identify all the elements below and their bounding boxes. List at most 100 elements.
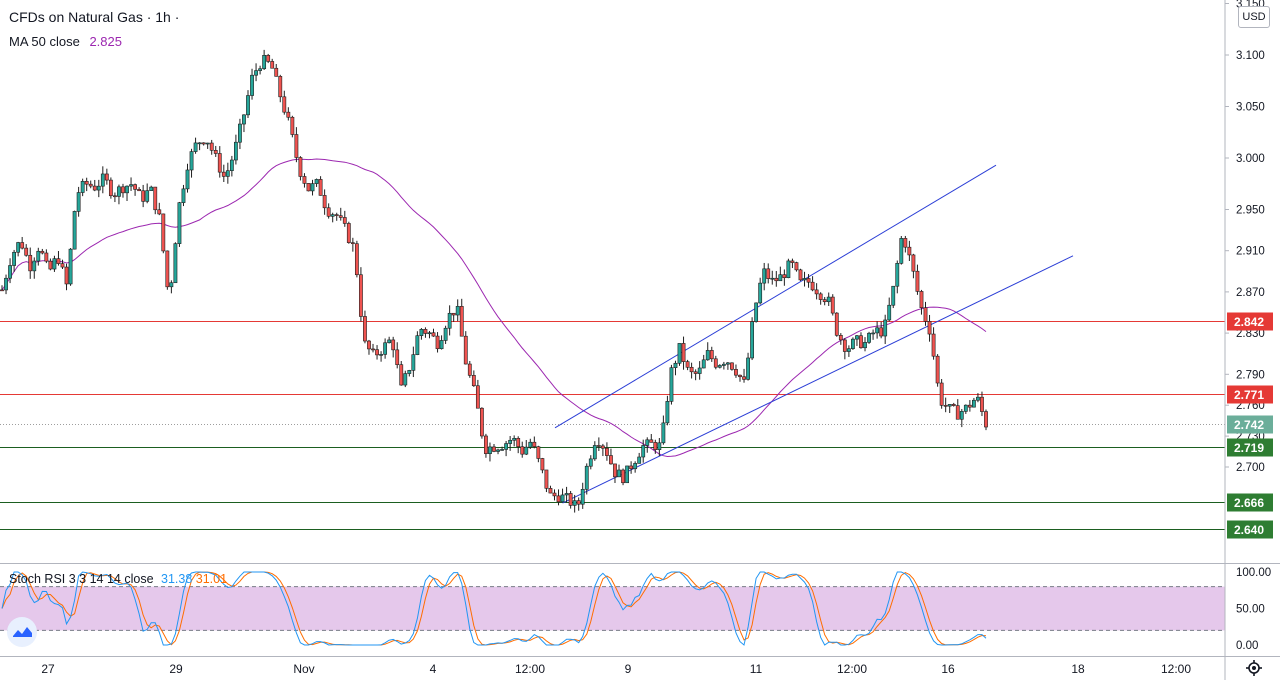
- candle-body: [822, 299, 827, 303]
- candle-body: [887, 304, 892, 321]
- candle-body: [500, 449, 504, 451]
- candle: [580, 482, 585, 509]
- candle: [471, 370, 476, 387]
- candle: [40, 248, 45, 255]
- candle-body: [290, 116, 295, 135]
- candle-body: [963, 404, 968, 412]
- candle-body: [326, 207, 331, 217]
- candle: [467, 360, 472, 378]
- candle: [605, 442, 609, 461]
- candle: [399, 361, 404, 386]
- price-tick-label: 2.950: [1236, 205, 1265, 217]
- candle-body: [108, 179, 113, 197]
- candle: [173, 242, 178, 284]
- rsi-legend: Stoch RSI 3 3 14 14 close 31.38 31.01: [9, 572, 227, 586]
- candle-body: [44, 252, 49, 262]
- candle-body: [350, 242, 355, 245]
- candle-body: [826, 296, 831, 303]
- candle: [746, 352, 750, 381]
- candle: [165, 250, 170, 290]
- tradingview-logo-icon[interactable]: [7, 617, 37, 647]
- candle: [60, 259, 65, 270]
- candle-body: [52, 258, 57, 270]
- candle: [834, 312, 839, 337]
- candle-body: [685, 361, 690, 368]
- candle-body: [342, 217, 347, 224]
- candle-body: [471, 375, 476, 387]
- candle-body: [286, 111, 291, 118]
- candle: [742, 368, 746, 383]
- candle: [935, 354, 940, 387]
- candle-body: [629, 465, 634, 470]
- candle: [363, 310, 367, 344]
- candle-body: [133, 184, 137, 190]
- candle: [205, 142, 210, 149]
- candle-body: [649, 439, 654, 443]
- candle: [326, 203, 331, 219]
- time-tick-label: 12:00: [1161, 662, 1191, 676]
- candle: [520, 441, 525, 458]
- candle: [286, 107, 291, 121]
- candle-body: [766, 268, 771, 279]
- candle: [637, 452, 642, 464]
- candle-body: [185, 169, 190, 190]
- candle: [572, 494, 577, 513]
- candle-body: [524, 446, 529, 455]
- candle-body: [197, 142, 202, 145]
- currency-badge[interactable]: USD: [1238, 6, 1270, 28]
- candle-body: [879, 327, 884, 337]
- candle: [108, 177, 113, 199]
- candle-body: [935, 355, 940, 384]
- candle: [149, 185, 154, 191]
- candle-body: [972, 399, 976, 408]
- candle: [645, 437, 650, 453]
- candle-body: [141, 190, 146, 202]
- candle: [846, 345, 851, 357]
- symbol-title-text: CFDs on Natural Gas · 1h ·: [9, 9, 180, 25]
- candle-body: [903, 238, 908, 248]
- candle-body: [431, 332, 436, 337]
- candle-body: [0, 289, 4, 292]
- level-badge: [1227, 438, 1273, 457]
- candle: [770, 270, 775, 285]
- candle-body: [871, 332, 875, 335]
- candle-body: [516, 438, 521, 448]
- candle: [439, 335, 444, 350]
- time-tick-label: 27: [41, 662, 55, 676]
- candle: [762, 262, 767, 291]
- candle-body: [423, 329, 428, 334]
- candle-body: [201, 142, 206, 145]
- candle: [967, 400, 972, 412]
- level-badge-label: 2.842: [1234, 315, 1264, 329]
- candle: [415, 331, 420, 356]
- candle-body: [927, 321, 932, 335]
- candle: [802, 271, 807, 287]
- candle: [621, 468, 625, 486]
- candle-body: [8, 265, 12, 279]
- candle: [407, 369, 412, 377]
- candle: [879, 321, 884, 339]
- candle: [709, 346, 714, 362]
- candle: [810, 276, 815, 292]
- candle: [488, 442, 492, 462]
- candle-body: [298, 157, 303, 177]
- candle-body: [754, 302, 759, 322]
- candle-body: [314, 179, 319, 184]
- candle-body: [113, 195, 117, 198]
- rsi-tick-label: 100.00: [1236, 567, 1271, 579]
- candle: [855, 335, 859, 346]
- candle-body: [149, 186, 154, 191]
- candle: [673, 360, 678, 376]
- candle: [818, 292, 823, 305]
- candle-body: [310, 183, 315, 192]
- candle-body: [189, 151, 194, 171]
- ma-legend: MA 50 close 2.825: [9, 34, 122, 49]
- candle-body: [923, 307, 928, 322]
- time-tick-label: 11: [750, 662, 763, 676]
- candle: [512, 435, 517, 447]
- settings-gear-icon[interactable]: [1245, 659, 1263, 677]
- candle-body: [568, 493, 573, 506]
- candle-body: [217, 153, 222, 173]
